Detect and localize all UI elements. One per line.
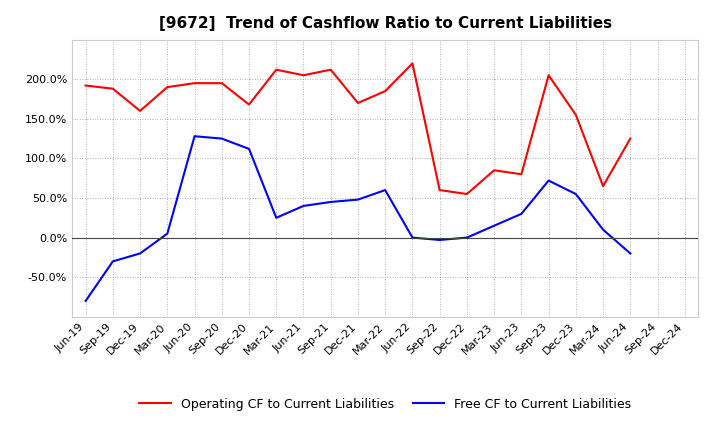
Operating CF to Current Liabilities: [517, 172, 526, 177]
Operating CF to Current Liabilities: [217, 81, 226, 86]
Free CF to Current Liabilities: [354, 197, 362, 202]
Free CF to Current Liabilities: [544, 178, 553, 183]
Free CF to Current Liabilities: [517, 211, 526, 216]
Line: Operating CF to Current Liabilities: Operating CF to Current Liabilities: [86, 63, 630, 194]
Operating CF to Current Liabilities: [408, 61, 417, 66]
Line: Free CF to Current Liabilities: Free CF to Current Liabilities: [86, 136, 630, 301]
Operating CF to Current Liabilities: [599, 183, 608, 189]
Operating CF to Current Liabilities: [326, 67, 335, 72]
Operating CF to Current Liabilities: [436, 187, 444, 193]
Free CF to Current Liabilities: [190, 134, 199, 139]
Free CF to Current Liabilities: [136, 251, 145, 256]
Free CF to Current Liabilities: [217, 136, 226, 141]
Operating CF to Current Liabilities: [490, 168, 498, 173]
Free CF to Current Liabilities: [381, 187, 390, 193]
Operating CF to Current Liabilities: [381, 88, 390, 94]
Operating CF to Current Liabilities: [190, 81, 199, 86]
Operating CF to Current Liabilities: [81, 83, 90, 88]
Free CF to Current Liabilities: [163, 231, 171, 236]
Operating CF to Current Liabilities: [245, 102, 253, 107]
Operating CF to Current Liabilities: [136, 108, 145, 114]
Free CF to Current Liabilities: [436, 237, 444, 242]
Operating CF to Current Liabilities: [462, 191, 471, 197]
Free CF to Current Liabilities: [626, 251, 634, 256]
Operating CF to Current Liabilities: [109, 86, 117, 92]
Free CF to Current Liabilities: [81, 298, 90, 304]
Operating CF to Current Liabilities: [572, 112, 580, 117]
Title: [9672]  Trend of Cashflow Ratio to Current Liabilities: [9672] Trend of Cashflow Ratio to Curren…: [158, 16, 612, 32]
Operating CF to Current Liabilities: [544, 73, 553, 78]
Free CF to Current Liabilities: [272, 215, 281, 220]
Operating CF to Current Liabilities: [272, 67, 281, 72]
Free CF to Current Liabilities: [490, 223, 498, 228]
Free CF to Current Liabilities: [300, 203, 308, 209]
Operating CF to Current Liabilities: [626, 136, 634, 141]
Free CF to Current Liabilities: [462, 235, 471, 240]
Free CF to Current Liabilities: [408, 235, 417, 240]
Legend: Operating CF to Current Liabilities, Free CF to Current Liabilities: Operating CF to Current Liabilities, Fre…: [135, 393, 636, 416]
Free CF to Current Liabilities: [326, 199, 335, 205]
Free CF to Current Liabilities: [572, 191, 580, 197]
Free CF to Current Liabilities: [245, 146, 253, 151]
Free CF to Current Liabilities: [109, 259, 117, 264]
Operating CF to Current Liabilities: [300, 73, 308, 78]
Free CF to Current Liabilities: [599, 227, 608, 232]
Operating CF to Current Liabilities: [354, 100, 362, 106]
Operating CF to Current Liabilities: [163, 84, 171, 90]
